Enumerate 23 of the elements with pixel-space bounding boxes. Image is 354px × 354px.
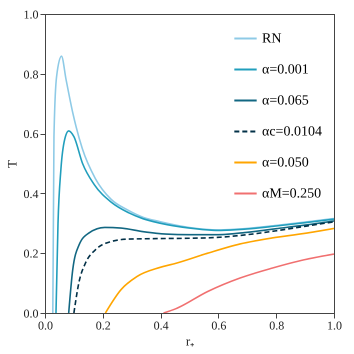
legend-label: αc=0.0104 [262,124,322,140]
y-tick-label: 1.0 [24,8,38,22]
y-axis-title: T [4,160,20,168]
legend-label: α=0.050 [262,156,309,170]
line-series [52,55,334,313]
y-tick-label: 0.4 [24,186,38,201]
x-tick-label: 0.8 [269,318,284,332]
legend-label: α=0.001 [262,62,309,78]
x-axis-title: r₊ [186,334,194,348]
y-tick-label: 0.0 [24,306,38,320]
legend-label: RN [262,32,282,46]
legend-label: α=0.065 [262,94,309,108]
x-tick-label: 0.4 [154,318,169,332]
line-series [162,253,334,313]
x-tick-label: 1.0 [327,318,342,332]
line-series [104,228,334,313]
x-tick-label: 0.2 [96,318,111,332]
y-tick-label: 0.6 [24,127,38,142]
legend-label: αM=0.250 [262,186,322,202]
x-tick-label: 0.6 [211,318,226,332]
y-tick-label: 0.2 [24,246,38,261]
y-tick-label: 0.8 [24,67,38,82]
x-tick-label: 0.0 [38,318,53,332]
